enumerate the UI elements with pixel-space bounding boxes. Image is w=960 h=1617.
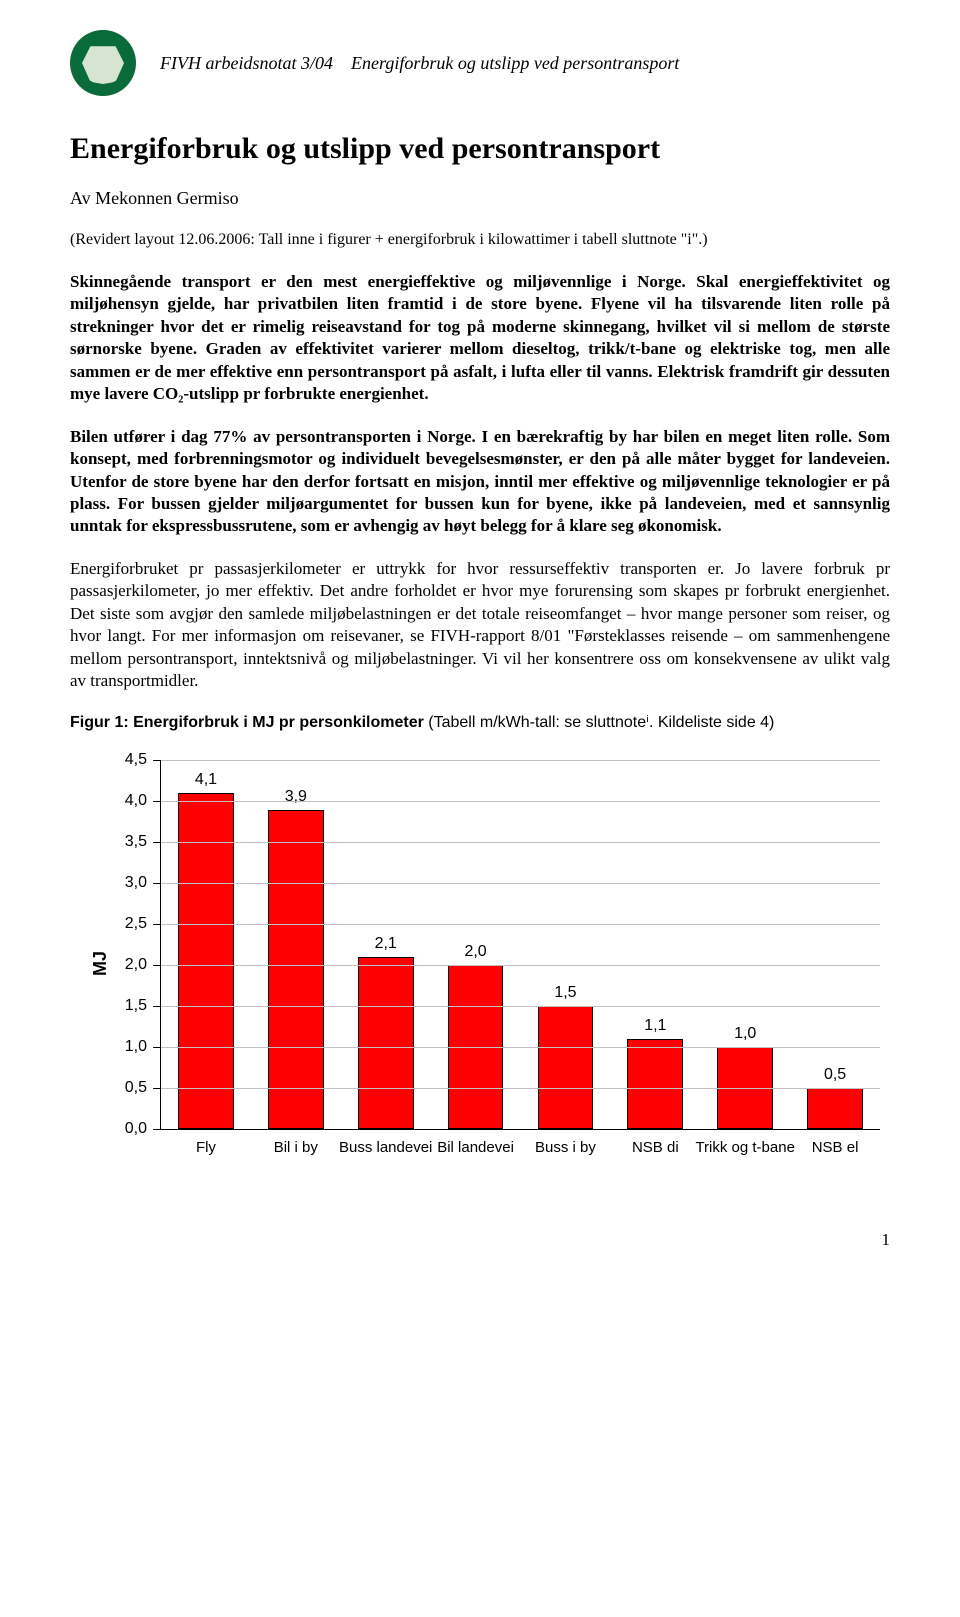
bar-value-label: 2,0: [464, 943, 486, 961]
gridline: [161, 924, 880, 925]
y-axis-title: MJ: [90, 951, 111, 976]
gridline: [161, 760, 880, 761]
chart-plot-area: 4,1Fly3,9Bil i by2,1Buss landevei2,0Bil …: [160, 760, 880, 1130]
y-tick: [153, 1088, 161, 1089]
gridline: [161, 1006, 880, 1007]
y-tick: [153, 760, 161, 761]
y-tick-label: 3,0: [125, 874, 147, 892]
gridline: [161, 1047, 880, 1048]
header-text: FIVH arbeidsnotat 3/04 Energiforbruk og …: [160, 53, 679, 74]
y-tick: [153, 842, 161, 843]
gridline: [161, 842, 880, 843]
x-category-label: NSB el: [781, 1139, 889, 1157]
page-number: 1: [70, 1230, 890, 1250]
y-tick-label: 0,0: [125, 1120, 147, 1138]
bars-container: 4,1Fly3,9Bil i by2,1Buss landevei2,0Bil …: [161, 760, 880, 1129]
bar-value-label: 3,9: [285, 788, 307, 806]
bar-value-label: 1,1: [644, 1017, 666, 1035]
bar: [627, 1039, 683, 1129]
header-right: Energiforbruk og utslipp ved persontrans…: [351, 53, 679, 73]
bar: [178, 793, 234, 1129]
y-tick: [153, 1129, 161, 1130]
figure-caption-rest: (Tabell m/kWh-tall: se sluttnoteⁱ. Kilde…: [428, 714, 774, 731]
logo-icon: [70, 30, 136, 96]
bar-slot: 1,1NSB di: [610, 760, 700, 1129]
y-tick: [153, 883, 161, 884]
gridline: [161, 801, 880, 802]
page-header: FIVH arbeidsnotat 3/04 Energiforbruk og …: [70, 30, 890, 96]
bar-slot: 1,0Trikk og t-bane: [700, 760, 790, 1129]
y-tick-label: 3,5: [125, 833, 147, 851]
bar: [538, 1006, 594, 1129]
y-tick-label: 1,0: [125, 1038, 147, 1056]
y-tick-label: 2,0: [125, 956, 147, 974]
bar-slot: 4,1Fly: [161, 760, 251, 1129]
bar-value-label: 4,1: [195, 771, 217, 789]
y-tick-label: 2,5: [125, 915, 147, 933]
body-paragraph-1: Energiforbruket pr passasjerkilometer er…: [70, 558, 890, 693]
figure-caption-bold: Figur 1: Energiforbruk i MJ pr personkil…: [70, 714, 428, 731]
author-line: Av Mekonnen Germiso: [70, 188, 890, 209]
page-title: Energiforbruk og utslipp ved persontrans…: [70, 132, 890, 166]
gridline: [161, 965, 880, 966]
bar-value-label: 1,5: [554, 984, 576, 1002]
bar: [358, 957, 414, 1129]
bar-slot: 2,0Bil landevei: [431, 760, 521, 1129]
figure-caption: Figur 1: Energiforbruk i MJ pr personkil…: [70, 712, 890, 732]
intro-paragraph-2: Bilen utfører i dag 77% av persontranspo…: [70, 426, 890, 538]
bar-slot: 2,1Buss landevei: [341, 760, 431, 1129]
bar: [268, 810, 324, 1130]
bar-value-label: 2,1: [375, 935, 397, 953]
y-tick-label: 4,5: [125, 751, 147, 769]
y-tick: [153, 924, 161, 925]
y-tick: [153, 965, 161, 966]
bar-value-label: 0,5: [824, 1066, 846, 1084]
gridline: [161, 1088, 880, 1089]
y-tick: [153, 1006, 161, 1007]
intro-paragraph-1: Skinnegående transport er den mest energ…: [70, 271, 890, 406]
y-tick-label: 4,0: [125, 792, 147, 810]
gridline: [161, 883, 880, 884]
bar-slot: 3,9Bil i by: [251, 760, 341, 1129]
y-tick: [153, 1047, 161, 1048]
bar-value-label: 1,0: [734, 1025, 756, 1043]
header-left: FIVH arbeidsnotat 3/04: [160, 53, 333, 73]
bar-slot: 1,5Buss i by: [521, 760, 611, 1129]
y-tick: [153, 801, 161, 802]
energy-bar-chart: MJ 4,1Fly3,9Bil i by2,1Buss landevei2,0B…: [70, 750, 890, 1190]
y-tick-label: 1,5: [125, 997, 147, 1015]
bar: [807, 1088, 863, 1129]
bar-slot: 0,5NSB el: [790, 760, 880, 1129]
y-tick-label: 0,5: [125, 1079, 147, 1097]
revision-note: (Revidert layout 12.06.2006: Tall inne i…: [70, 231, 890, 249]
